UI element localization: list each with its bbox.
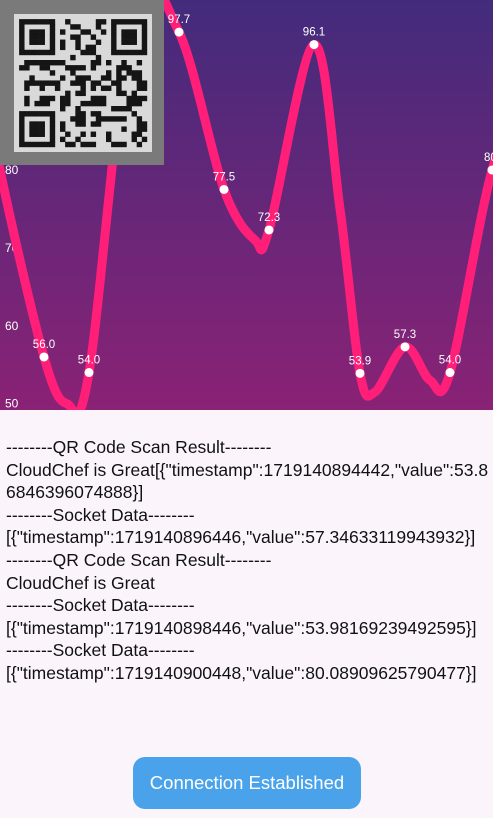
- data-point: [174, 27, 184, 37]
- data-point: [355, 368, 365, 378]
- log-line: --------QR Code Scan Result--------: [6, 437, 272, 457]
- log-line: [{"timestamp":1719140898446,"value":53.9…: [6, 617, 477, 638]
- data-point: [400, 342, 410, 352]
- log-line: --------Socket Data--------: [6, 640, 195, 661]
- y-tick-label: 50: [5, 397, 19, 410]
- data-label: 54.0: [78, 355, 100, 367]
- data-label: 77.5: [213, 171, 235, 183]
- y-tick-label: 60: [5, 319, 19, 333]
- data-point: [487, 165, 493, 175]
- data-label: 54.0: [439, 355, 461, 367]
- qr-code-icon: [19, 19, 148, 148]
- log-line: --------Socket Data--------: [6, 595, 195, 616]
- qr-code-frame: [14, 14, 152, 152]
- data-point: [219, 184, 229, 194]
- qr-scanner-preview: [0, 0, 164, 165]
- log-line: CloudChef is Great[{"timestamp":17191408…: [6, 459, 489, 503]
- data-label: 97.7: [168, 14, 190, 26]
- data-label: 96.1: [303, 27, 325, 39]
- data-point: [264, 225, 274, 235]
- message-log: --------QR Code Scan Result-------- Clou…: [6, 436, 491, 685]
- data-point: [39, 352, 49, 362]
- y-tick-label: 80: [5, 163, 19, 177]
- data-point: [309, 40, 319, 50]
- log-line: CloudChef is Great: [6, 572, 155, 593]
- data-label: 72.3: [258, 212, 280, 224]
- log-line: [{"timestamp":1719140896446,"value":57.3…: [6, 527, 476, 548]
- data-point: [84, 368, 94, 378]
- data-point: [445, 368, 455, 378]
- connection-status-button[interactable]: Connection Established: [133, 757, 361, 809]
- log-line: --------QR Code Scan Result--------: [6, 549, 272, 570]
- data-label: 56.0: [33, 339, 55, 351]
- log-line: --------Socket Data--------: [6, 504, 195, 525]
- data-label: 80: [484, 152, 493, 164]
- value-chart: 50 60 70 80 56.0 54.0 97.7 77.5 72.3 96.1 53.9 57.…: [0, 0, 493, 410]
- log-line: [{"timestamp":1719140900448,"value":80.0…: [6, 662, 477, 683]
- series-line: [0, 0, 493, 410]
- data-label: 53.9: [349, 355, 371, 367]
- data-label: 57.3: [394, 329, 416, 341]
